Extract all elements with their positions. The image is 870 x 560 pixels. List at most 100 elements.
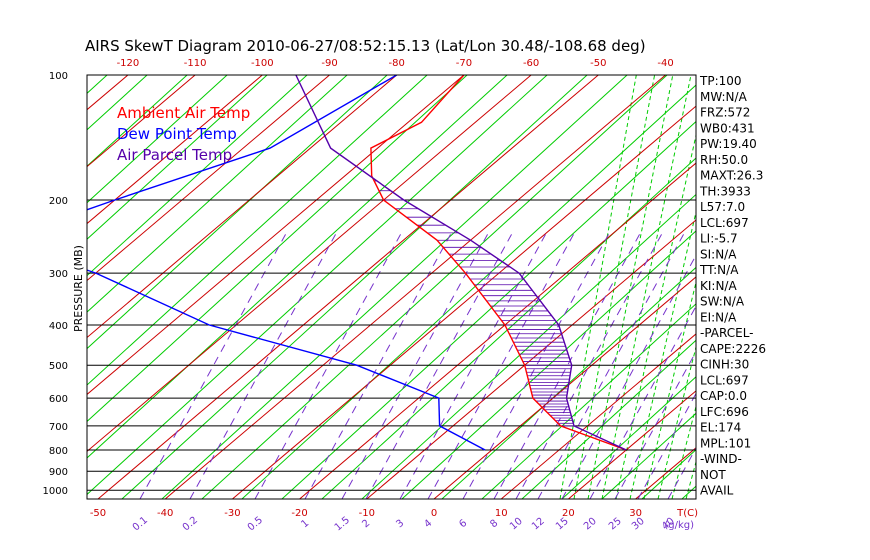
mixing-ratio-label: 12 <box>530 516 547 533</box>
moist-adiabat-line <box>629 209 696 499</box>
isotherm-line <box>568 390 696 499</box>
dry-adiabat-line <box>441 266 696 499</box>
dry-adiabat-line <box>321 157 696 499</box>
mixing-ratio-label: 2 <box>360 518 372 531</box>
index-entry: L57:7.0 <box>700 200 745 214</box>
pressure-tick-label: 600 <box>49 394 68 405</box>
series-line <box>87 75 486 451</box>
dry-adiabat-line <box>681 485 696 499</box>
pressure-tick-label: 400 <box>49 321 68 332</box>
y-axis-label: PRESSURE (MB) <box>72 245 85 332</box>
mixing-ratio-label: 6 <box>457 518 469 531</box>
index-entry: EI:N/A <box>700 310 737 324</box>
pressure-tick-label: 900 <box>49 467 68 478</box>
mixing-ratio-label: 1 <box>299 518 311 531</box>
legend-entry: Dew Point Temp <box>117 125 237 143</box>
bottom-temp-tick-label: 0 <box>431 508 437 519</box>
top-temp-tick-label: -60 <box>523 58 539 69</box>
pressure-tick-label: 800 <box>49 446 68 457</box>
index-entry: CAP:0.0 <box>700 389 747 403</box>
isotherm-adiabat-grid <box>0 45 870 519</box>
dry-adiabat-line <box>87 75 548 496</box>
legend-entry: Air Parcel Temp <box>117 146 232 164</box>
profile-series <box>87 75 627 451</box>
top-temp-tick-label: -40 <box>657 58 673 69</box>
isotherm-lines <box>87 75 696 499</box>
moist-adiabat-line <box>671 404 696 499</box>
dry-adiabat-line <box>87 75 188 167</box>
index-entry: MPL:101 <box>700 436 751 450</box>
top-temp-tick-label: -110 <box>184 58 207 69</box>
dry-adiabat-line <box>87 75 388 350</box>
index-entry: RH:50.0 <box>700 153 748 167</box>
bottom-temp-tick-label: 20 <box>562 508 575 519</box>
isotherm-line <box>87 75 330 282</box>
mixing-ratio-label: 3 <box>394 518 406 531</box>
chart-title: AIRS SkewT Diagram 2010-06-27/08:52:15.1… <box>85 37 646 55</box>
dry-adiabat-line <box>87 75 348 313</box>
mixing-ratio-label: 0.1 <box>131 515 150 534</box>
mixing-ratio-line <box>399 229 549 499</box>
isotherm-line <box>433 276 696 499</box>
dry-adiabat-line <box>401 230 696 499</box>
top-temp-tick-label: -100 <box>251 58 274 69</box>
isotherm-line <box>87 75 263 225</box>
dry-adiabat-line <box>121 75 588 499</box>
mixing-ratio-label: 1.5 <box>333 515 352 534</box>
isotherm-line <box>87 75 465 396</box>
bottom-temp-tick-label: -20 <box>291 508 307 519</box>
series-line <box>295 75 627 451</box>
mixing-ratio-line <box>189 229 339 499</box>
mixing-ratio-line <box>561 254 696 499</box>
dry-adiabat-line <box>87 75 268 240</box>
mixing-ratio-line <box>515 229 665 499</box>
dry-adiabat-line <box>87 75 508 459</box>
pressure-tick-label: 500 <box>49 361 68 372</box>
bottom-temp-tick-label: -30 <box>224 508 240 519</box>
pressure-tick-label: 200 <box>49 196 68 207</box>
moist-adiabat-line <box>685 460 696 499</box>
plot-frame <box>86 74 697 500</box>
dry-adiabat-line <box>561 376 696 499</box>
index-entry: TP:100 <box>699 74 742 88</box>
legend-entry: Ambient Air Temp <box>117 104 250 122</box>
mixing-ratio-line <box>462 229 612 499</box>
index-entry: SI:N/A <box>700 247 737 261</box>
index-entry: TH:3933 <box>699 184 751 198</box>
moist-adiabat-line <box>601 75 692 499</box>
mixing-ratio-label: 4 <box>422 518 434 531</box>
dry-adiabat-line <box>601 412 696 499</box>
series-line <box>370 75 627 451</box>
dry-adiabat-line <box>0 45 20 519</box>
isotherm-line <box>299 162 696 499</box>
mixing-ratio-label: 8 <box>488 518 500 531</box>
moist-adiabat-line <box>559 75 637 499</box>
mixing-ratio-label: 10 <box>508 516 525 533</box>
index-entry: KI:N/A <box>700 279 737 293</box>
index-entry: LCL:697 <box>700 216 749 230</box>
dry-adiabat-line <box>87 75 308 277</box>
dry-adiabat-line <box>281 120 696 499</box>
index-entry: WB0:431 <box>700 121 755 135</box>
mixing-ratio-line <box>365 229 515 499</box>
top-temp-tick-label: -70 <box>456 58 472 69</box>
mixing-ratio-line <box>139 229 289 499</box>
isotherm-line <box>500 333 696 499</box>
pressure-tick-label: 700 <box>49 422 68 433</box>
isotherm-line <box>87 75 196 168</box>
mixing-ratio-line <box>537 229 687 499</box>
index-entry: CAPE:2226 <box>700 342 766 356</box>
bottom-temp-unit: T(C) <box>676 508 698 519</box>
pressure-tick-label: 1000 <box>43 486 68 497</box>
moist-adiabat-line <box>573 75 656 499</box>
isotherm-line <box>366 219 696 499</box>
moist-adiabat-line <box>643 280 696 499</box>
mixing-ratio-label: 0.5 <box>246 515 265 534</box>
bottom-temp-tick-label: 10 <box>495 508 508 519</box>
mixing-ratio-line <box>254 229 404 499</box>
dry-adiabat-line <box>201 75 668 499</box>
dry-adiabat-line <box>740 45 870 519</box>
dry-adiabat-line <box>481 303 696 499</box>
